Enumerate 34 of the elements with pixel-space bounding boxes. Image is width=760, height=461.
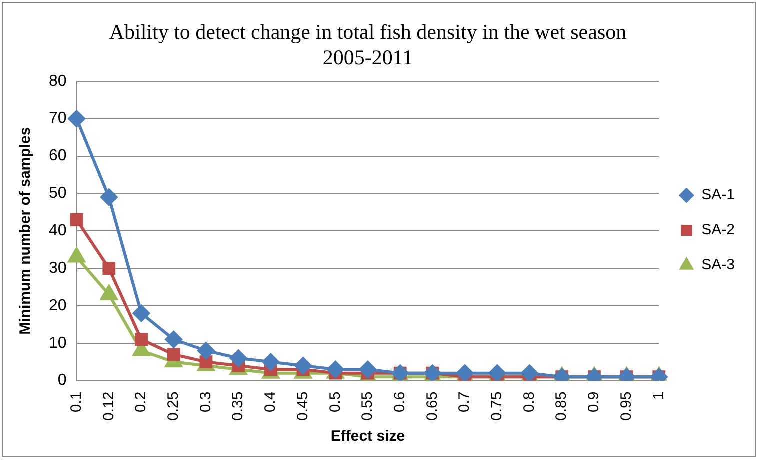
x-tick-label: 0.4 (262, 392, 280, 413)
x-tick-label: 0.9 (586, 392, 603, 413)
y-tick-label: 10 (49, 334, 67, 352)
legend-label: SA-1 (702, 186, 736, 204)
y-tick-label: 0 (58, 372, 67, 390)
x-tick-label: 0.45 (294, 392, 312, 422)
x-tick-label: 0.2 (132, 392, 150, 413)
x-tick-label: 0.1 (68, 392, 85, 413)
y-tick-label: 20 (49, 297, 67, 314)
x-tick-label: 0.25 (164, 392, 182, 422)
x-tick-label: 0.75 (488, 392, 506, 422)
x-tick-label: 1 (650, 392, 668, 400)
y-tick-label: 40 (49, 222, 67, 240)
x-tick-label: 0.6 (391, 392, 408, 413)
legend-label: SA-2 (702, 222, 736, 239)
y-tick-label: 50 (49, 185, 67, 202)
x-tick-label: 0.7 (456, 392, 474, 413)
x-tick-label: 0.35 (230, 392, 247, 422)
x-tick-label: 0.65 (424, 392, 441, 422)
x-tick-label: 0.5 (326, 392, 344, 413)
x-axis-title: Effect size (330, 428, 406, 446)
x-tick-label: 0.95 (618, 392, 635, 422)
y-axis-title: Minimum number of samples (17, 127, 34, 335)
legend-label: SA-3 (702, 256, 736, 274)
y-tick-label: 60 (49, 148, 67, 165)
y-tick-label: 80 (49, 72, 67, 90)
x-tick-label: 0.3 (197, 392, 214, 413)
x-tick-label: 0.55 (359, 392, 376, 422)
y-tick-label: 30 (49, 260, 67, 277)
y-tick-label: 70 (49, 110, 67, 128)
x-tick-label: 0.8 (520, 392, 538, 413)
x-tick-label: 0.12 (100, 392, 118, 422)
chart-title: Ability to detect change in total fish density in the wet season 2005-2011 (109, 20, 628, 70)
x-tick-label: 0.85 (553, 392, 570, 422)
